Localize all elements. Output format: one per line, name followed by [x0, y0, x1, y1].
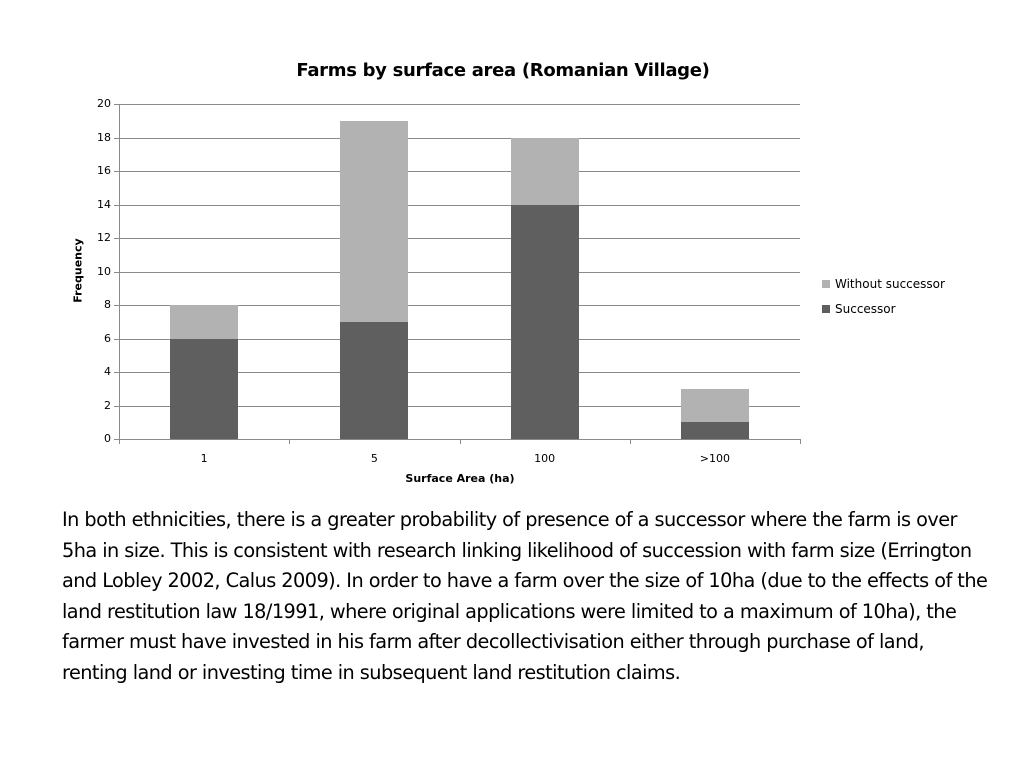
legend-label-without-successor: Without successor [835, 276, 945, 291]
x-tick-label: 100 [534, 452, 556, 465]
y-tick-mark [114, 271, 119, 273]
gridline [119, 137, 800, 139]
bar-segment-successor [170, 338, 239, 439]
y-tick-mark [114, 405, 119, 407]
y-tick-mark [114, 305, 119, 306]
y-tick-label: 4 [104, 365, 111, 378]
y-tick-mark [114, 204, 119, 206]
gridline [119, 305, 800, 306]
bar-segment-without-successor [510, 137, 579, 205]
x-tick-mark [629, 439, 631, 444]
bar-segment-successor [340, 321, 409, 439]
y-tick-label: 8 [104, 298, 111, 311]
bar-segment-successor [680, 422, 749, 439]
y-tick-label: 12 [97, 231, 111, 244]
y-tick-label: 10 [97, 264, 111, 278]
x-tick-mark [119, 439, 120, 444]
legend-item-successor: Successor [822, 301, 945, 316]
x-tick-label: 1 [200, 452, 208, 465]
gridline [119, 372, 800, 373]
legend: Without successor Successor [822, 277, 945, 327]
x-tick-label: >100 [699, 452, 730, 465]
x-axis-title: Surface Area (ha) [405, 472, 515, 485]
plot-area [114, 104, 801, 444]
y-tick-mark [114, 439, 119, 440]
x-tick-mark [459, 439, 461, 444]
bar-segment-without-successor [170, 305, 239, 339]
y-tick-mark [114, 238, 119, 239]
legend-label-successor: Successor [835, 301, 896, 316]
y-tick-mark [114, 372, 119, 373]
bar-segment-successor [510, 204, 579, 439]
body-paragraph: In both ethnicities, there is a greater … [62, 508, 988, 684]
x-tick-mark [800, 439, 801, 444]
legend-swatch-successor [822, 304, 830, 313]
y-tick-label: 0 [104, 432, 111, 445]
gridline [119, 238, 800, 239]
y-tick-label: 6 [104, 331, 111, 345]
bar-segment-without-successor [680, 388, 749, 423]
y-tick-label: 14 [97, 197, 111, 211]
y-tick-mark [114, 104, 119, 105]
y-tick-mark [114, 338, 119, 340]
x-tick-mark [289, 439, 291, 444]
y-tick-mark [114, 137, 119, 139]
gridline [119, 171, 800, 172]
y-tick-label: 16 [97, 164, 111, 177]
gridline [119, 338, 800, 340]
gridline [119, 204, 800, 206]
y-tick-mark [114, 171, 119, 172]
chart-title: Farms by surface area (Romanian Village) [296, 60, 710, 81]
gridline [119, 271, 800, 273]
y-tick-label: 20 [97, 97, 111, 110]
gridline [119, 104, 800, 105]
gridline [119, 405, 800, 407]
y-tick-label: 2 [104, 398, 111, 412]
legend-swatch-without-successor [822, 279, 830, 288]
y-tick-label: 18 [97, 130, 111, 144]
x-tick-label: 5 [370, 452, 378, 465]
bar-segment-without-successor [340, 120, 409, 322]
legend-item-without-successor: Without successor [822, 276, 945, 291]
